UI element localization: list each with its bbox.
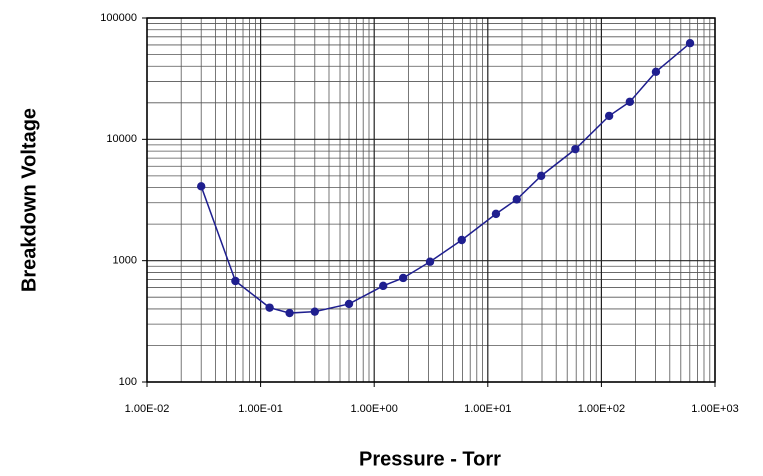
x-tick-label: 1.00E-02: [125, 403, 170, 415]
data-point: [536, 171, 546, 181]
data-point: [197, 182, 206, 191]
x-axis-title: Pressure - Torr: [359, 448, 501, 470]
data-point: [491, 209, 501, 219]
data-point: [571, 144, 580, 154]
data-point: [651, 67, 661, 77]
data-point: [685, 38, 695, 48]
y-tick-label: 1000: [113, 255, 137, 267]
data-point: [425, 257, 435, 266]
y-tick-label: 10000: [106, 133, 137, 145]
data-point: [398, 273, 408, 283]
y-tick-label: 100000: [100, 12, 137, 24]
x-tick-label: 1.00E+03: [691, 403, 738, 415]
data-point: [604, 111, 614, 121]
x-tick-label: 1.00E+01: [464, 403, 511, 415]
data-point: [265, 303, 274, 312]
data-point: [231, 276, 240, 286]
data-point: [512, 195, 521, 204]
data-point: [344, 299, 354, 309]
x-tick-label: 1.00E-01: [238, 403, 283, 415]
plot-frame: [146, 17, 716, 383]
x-tick-label: 1.00E+02: [578, 403, 625, 415]
y-tick-label: 100: [119, 376, 137, 388]
data-point: [378, 281, 388, 291]
data-point: [457, 235, 466, 245]
y-axis-title: Breakdown Voltage: [18, 108, 40, 292]
data-point: [285, 308, 294, 318]
data-point: [625, 97, 635, 106]
data-point: [310, 307, 320, 316]
x-tick-label: 1.00E+00: [350, 403, 397, 415]
